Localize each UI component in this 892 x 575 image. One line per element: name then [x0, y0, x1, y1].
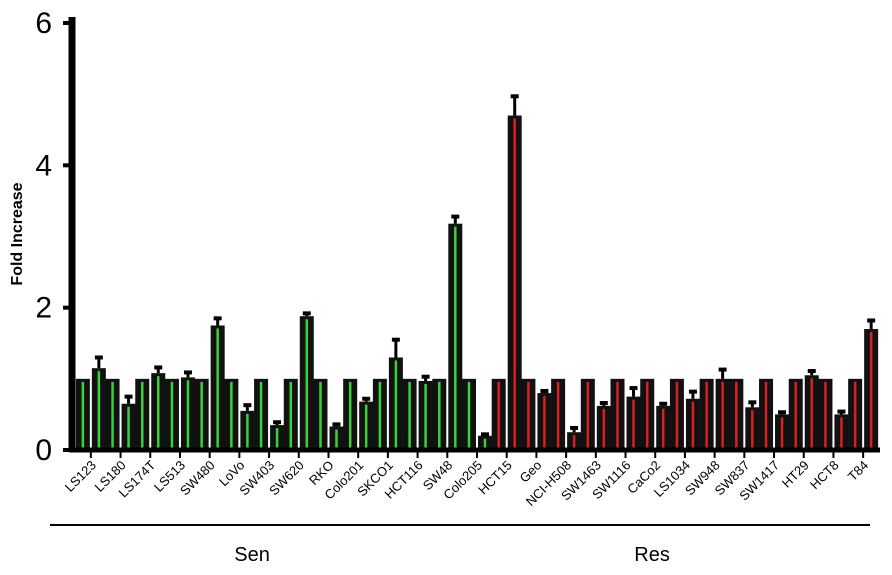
y-tick-label: 2: [35, 292, 52, 325]
y-tick-label: 0: [35, 434, 52, 467]
group-label: Res: [634, 544, 670, 566]
bars-layer: [75, 94, 879, 451]
y-tick-label: 6: [35, 7, 52, 40]
y-axis-title: Fold Increase: [9, 182, 26, 285]
x-tick-label: HCT15: [475, 458, 515, 498]
y-ticks-layer: 0 2 4 6: [35, 7, 72, 467]
x-labels-layer: LS123LS180LS174TLS513SW480LoVoSW403SW620…: [62, 450, 871, 509]
y-tick-label: 4: [35, 149, 52, 182]
x-tick-label: LS123: [62, 458, 99, 495]
group-label: Sen: [234, 544, 270, 566]
x-tick-label: T84: [845, 458, 871, 484]
x-tick-label: HT29: [779, 458, 812, 491]
x-tick-label: HCT8: [807, 458, 842, 493]
group-brackets-layer: Sen Res: [50, 524, 870, 566]
